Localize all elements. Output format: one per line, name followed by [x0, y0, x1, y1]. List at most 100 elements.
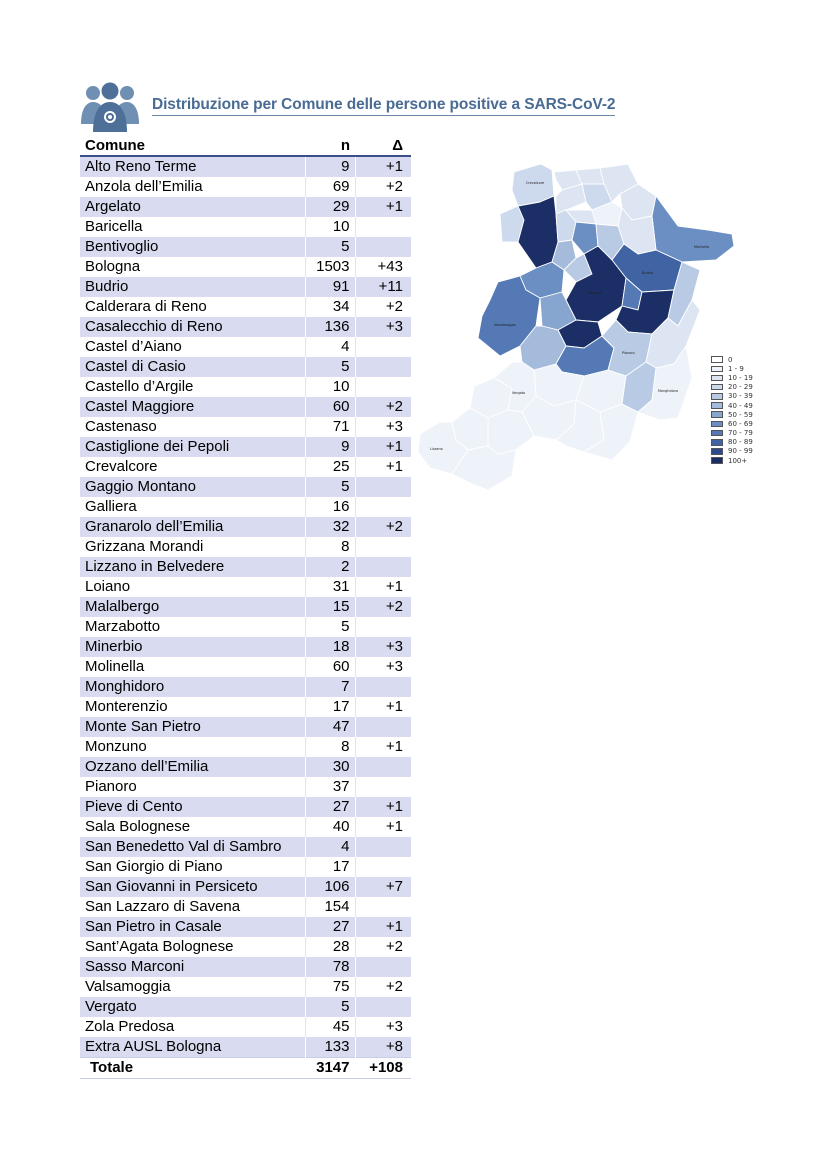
positives-table: Comune n Δ Alto Reno Terme 9 +1 Anzola dell… — [80, 135, 411, 1079]
cell-comune: Vergato — [80, 997, 305, 1017]
cell-delta: +2 — [354, 937, 411, 957]
legend-item: 70 - 79 — [711, 429, 753, 438]
cell-comune: Minerbio — [80, 637, 305, 657]
cell-comune: Grizzana Morandi — [80, 537, 305, 557]
cell-comune: Zola Predosa — [80, 1017, 305, 1037]
page-title: Distribuzione per Comune delle persone p… — [152, 96, 616, 116]
table-row: Crevalcore 25 +1 — [80, 457, 411, 477]
map-area-molinella — [651, 195, 735, 263]
table-row: Calderara di Reno 34 +2 — [80, 297, 411, 317]
cell-n: 75 — [304, 977, 355, 997]
cell-n: 4 — [304, 837, 355, 857]
table-row: Monghidoro 7 — [80, 677, 411, 697]
cell-n: 7 — [304, 677, 355, 697]
cell-n: 136 — [304, 317, 355, 337]
table-row: Bentivoglio 5 — [80, 237, 411, 257]
cell-comune: Calderara di Reno — [80, 297, 305, 317]
cell-delta — [354, 717, 411, 737]
cell-comune: Castenaso — [80, 417, 305, 437]
cell-n: 71 — [304, 417, 355, 437]
legend-label: 90 - 99 — [728, 447, 753, 456]
cell-comune: Sala Bolognese — [80, 817, 305, 837]
map-label-budrio: Budrio — [642, 271, 653, 275]
legend-swatch — [711, 439, 723, 446]
cell-comune: San Lazzaro di Savena — [80, 897, 305, 917]
cell-comune: San Giorgio di Piano — [80, 857, 305, 877]
map-area-alto-reno-terme — [451, 445, 517, 491]
cell-n: 5 — [304, 357, 355, 377]
cell-delta — [354, 757, 411, 777]
cell-n: 106 — [304, 877, 355, 897]
legend-label: 50 - 59 — [728, 410, 753, 419]
cell-delta: +1 — [354, 437, 411, 457]
cell-comune: Alto Reno Terme — [80, 156, 305, 177]
map-label-vergato: Vergato — [512, 391, 525, 395]
cell-comune: Baricella — [80, 217, 305, 237]
cell-delta: +1 — [354, 156, 411, 177]
cell-delta — [354, 377, 411, 397]
cell-delta — [354, 237, 411, 257]
cell-delta — [354, 857, 411, 877]
table-row: Castenaso 71 +3 — [80, 417, 411, 437]
table-row: Galliera 16 — [80, 497, 411, 517]
cell-delta: +3 — [354, 657, 411, 677]
table-row: Castello d’Argile 10 — [80, 377, 411, 397]
cell-delta: +8 — [354, 1037, 411, 1058]
cell-n: 91 — [304, 277, 355, 297]
cell-n: 1503 — [304, 257, 355, 277]
cell-comune: Malalbergo — [80, 597, 305, 617]
cell-n: 25 — [304, 457, 355, 477]
table-row: Vergato 5 — [80, 997, 411, 1017]
cell-n: 5 — [304, 237, 355, 257]
cell-comune: Marzabotto — [80, 617, 305, 637]
legend-swatch — [711, 457, 723, 464]
cell-n: 37 — [304, 777, 355, 797]
cell-n: 10 — [304, 217, 355, 237]
table-row: Castel Maggiore 60 +2 — [80, 397, 411, 417]
cell-delta — [354, 537, 411, 557]
cell-n: 34 — [304, 297, 355, 317]
cell-n: 69 — [304, 177, 355, 197]
total-n: 3147 — [304, 1057, 355, 1079]
cell-delta: +7 — [354, 877, 411, 897]
total-row: Totale 3147 +108 — [80, 1057, 411, 1079]
cell-n: 5 — [304, 997, 355, 1017]
legend-swatch — [711, 365, 723, 373]
legend-item: 0 — [711, 355, 753, 364]
table-row: Ozzano dell’Emilia 30 — [80, 757, 411, 777]
legend-label: 1 - 9 — [728, 364, 744, 373]
cell-n: 9 — [304, 437, 355, 457]
total-delta: +108 — [354, 1057, 411, 1079]
cell-delta — [354, 957, 411, 977]
table-row: Castiglione dei Pepoli 9 +1 — [80, 437, 411, 457]
cell-delta: +1 — [354, 197, 411, 217]
province-map: Crevalcore Molinella Budrio Bologna Vals… — [417, 163, 735, 491]
cell-delta: +1 — [354, 577, 411, 597]
table-row: Marzabotto 5 — [80, 617, 411, 637]
map-label-crevalcore: Crevalcore — [526, 181, 544, 185]
cell-n: 10 — [304, 377, 355, 397]
legend-label: 60 - 69 — [728, 419, 753, 428]
column-header-comune: Comune — [80, 135, 305, 157]
legend-item: 40 - 49 — [711, 401, 753, 410]
cell-n: 27 — [304, 917, 355, 937]
cell-comune: Sant’Agata Bolognese — [80, 937, 305, 957]
table-row: Budrio 91 +11 — [80, 277, 411, 297]
legend-swatch — [711, 356, 723, 363]
table-row: Anzola dell’Emilia 69 +2 — [80, 177, 411, 197]
total-label: Totale — [80, 1057, 305, 1079]
cell-comune: Crevalcore — [80, 457, 305, 477]
table-row: Gaggio Montano 5 — [80, 477, 411, 497]
cell-delta: +2 — [354, 597, 411, 617]
cell-delta: +1 — [354, 917, 411, 937]
legend-item: 80 - 89 — [711, 438, 753, 447]
column-header-n: n — [305, 135, 355, 157]
cell-delta: +3 — [354, 1017, 411, 1037]
cell-comune: Extra AUSL Bologna — [80, 1037, 305, 1058]
cell-delta — [354, 557, 411, 577]
cell-delta: +2 — [354, 397, 411, 417]
cell-delta — [354, 997, 411, 1017]
table-row: Sasso Marconi 78 — [80, 957, 411, 977]
cell-delta — [354, 777, 411, 797]
